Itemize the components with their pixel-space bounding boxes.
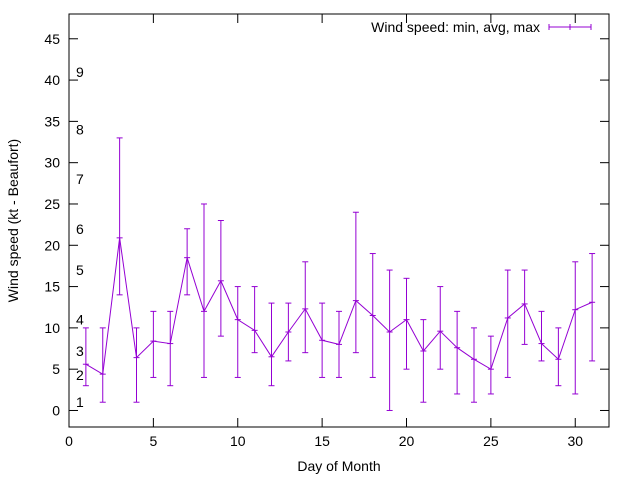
x-tick-label: 25 [483,433,499,449]
y-tick-label: 25 [44,196,60,212]
error-bar [201,203,207,378]
error-bar [521,269,528,345]
beaufort-label: 2 [76,367,84,383]
error-bar [538,310,545,362]
beaufort-label: 3 [76,343,84,359]
x-tick-label: 20 [399,433,415,449]
error-bar [217,220,224,337]
x-tick-label: 5 [149,433,157,449]
y-tick-label: 15 [44,279,60,295]
beaufort-labels: 1 2 3 4 5 6 7 8 9 [76,64,84,410]
error-bar [386,269,393,411]
error-bar [487,335,494,395]
error-bar [268,302,275,387]
y-tick-label: 45 [44,31,60,47]
error-bar [454,310,461,395]
x-tick-label: 0 [65,433,73,449]
error-bar [437,286,444,370]
beaufort-label: 6 [76,221,84,237]
beaufort-label: 9 [76,64,84,80]
error-bar [504,269,511,378]
x-tick-label: 15 [314,433,330,449]
error-bar [302,261,309,354]
y-tick-label: 5 [52,361,60,377]
error-bar [184,228,191,296]
axis-ticks [68,14,609,427]
y-tick-label: 30 [44,155,60,171]
error-bar [352,211,359,354]
error-bar [285,302,292,362]
legend: Wind speed: min, avg, max [371,19,592,35]
error-bar [572,261,579,395]
x-tick-label: 10 [230,433,246,449]
error-bar [82,327,89,387]
error-bar [589,253,596,362]
beaufort-label: 7 [76,171,84,187]
x-tick-label: 30 [567,433,583,449]
series-layer [82,137,596,411]
y-tick-label: 35 [44,113,60,129]
error-bar [116,137,123,296]
y-tick-label: 0 [52,402,60,418]
beaufort-label: 4 [76,312,84,328]
plot-frame [68,13,610,428]
error-bar [420,319,427,403]
error-bar [369,253,376,378]
x-axis-label: Day of Month [297,458,380,474]
error-bar [403,277,410,370]
error-bar [167,310,174,387]
error-bar [319,302,326,378]
error-bar [133,327,140,403]
error-bar [234,286,241,378]
legend-label: Wind speed: min, avg, max [371,19,540,35]
y-tick-label: 40 [44,72,60,88]
error-bar [336,310,342,378]
error-bar [555,327,562,387]
error-bar [471,327,477,403]
y-axis-label: Wind speed (kt - Beaufort) [5,139,21,302]
error-bar [251,286,258,354]
error-bar [99,327,106,403]
y-tick-label: 10 [44,320,60,336]
beaufort-label: 5 [76,262,84,278]
beaufort-label: 1 [76,394,84,410]
beaufort-label: 8 [76,122,84,138]
y-tick-label: 20 [44,237,60,253]
error-bar [150,310,157,378]
